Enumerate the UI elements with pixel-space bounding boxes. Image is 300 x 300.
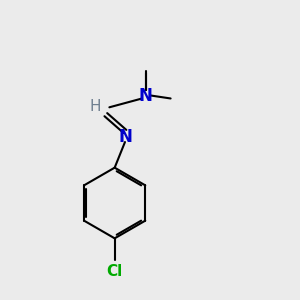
Text: Cl: Cl: [106, 264, 123, 279]
Text: N: N: [118, 128, 132, 146]
Text: N: N: [139, 86, 152, 104]
Text: H: H: [90, 99, 101, 114]
